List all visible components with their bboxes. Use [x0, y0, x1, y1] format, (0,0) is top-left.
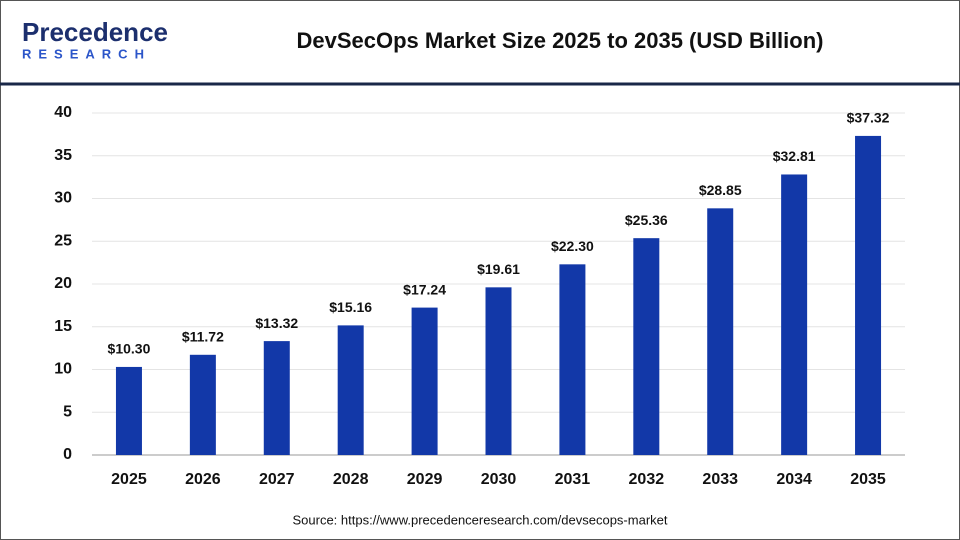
value-label: $19.61 [477, 261, 520, 277]
y-tick-label: 0 [63, 446, 72, 463]
x-tick-label: 2032 [629, 471, 665, 488]
value-label: $15.16 [329, 299, 372, 315]
value-label: $22.30 [551, 238, 594, 254]
y-tick-label: 30 [54, 190, 72, 207]
y-tick-label: 40 [54, 104, 72, 121]
x-tick-label: 2034 [776, 471, 812, 488]
value-label: $28.85 [699, 182, 742, 198]
y-tick-label: 20 [54, 275, 72, 292]
x-tick-label: 2033 [702, 471, 738, 488]
x-tick-label: 2035 [850, 471, 886, 488]
x-tick-label: 2029 [407, 471, 443, 488]
value-label: $25.36 [625, 212, 668, 228]
x-tick-label: 2030 [481, 471, 517, 488]
value-label: $37.32 [847, 110, 890, 126]
bar [707, 208, 734, 455]
bar [263, 341, 290, 455]
bar [633, 238, 660, 455]
bar [189, 354, 216, 455]
value-label: $32.81 [773, 148, 816, 164]
logo-tagline: RESEARCH [22, 46, 151, 61]
y-tick-label: 5 [63, 403, 72, 420]
x-tick-label: 2025 [111, 471, 147, 488]
y-tick-label: 25 [54, 232, 72, 249]
x-tick-label: 2031 [555, 471, 591, 488]
y-tick-label: 35 [54, 147, 72, 164]
value-label: $11.72 [182, 328, 224, 344]
logo-name: Precedence [22, 17, 168, 47]
bar [485, 287, 512, 455]
x-tick-label: 2027 [259, 471, 295, 488]
bar [855, 135, 882, 455]
value-label: $10.30 [108, 341, 151, 357]
value-label: $17.24 [403, 281, 446, 297]
bar [115, 366, 142, 455]
value-label: $13.32 [255, 315, 298, 331]
y-tick-label: 15 [54, 318, 72, 335]
source: Source: https://www.precedenceresearch.c… [292, 512, 667, 527]
bar [559, 264, 586, 455]
bar [337, 325, 364, 455]
chart-title: DevSecOps Market Size 2025 to 2035 (USD … [297, 28, 824, 53]
bar [781, 174, 808, 456]
x-tick-label: 2026 [185, 471, 221, 488]
y-tick-label: 10 [54, 361, 72, 378]
x-tick-label: 2028 [333, 471, 369, 488]
bar [411, 307, 438, 455]
